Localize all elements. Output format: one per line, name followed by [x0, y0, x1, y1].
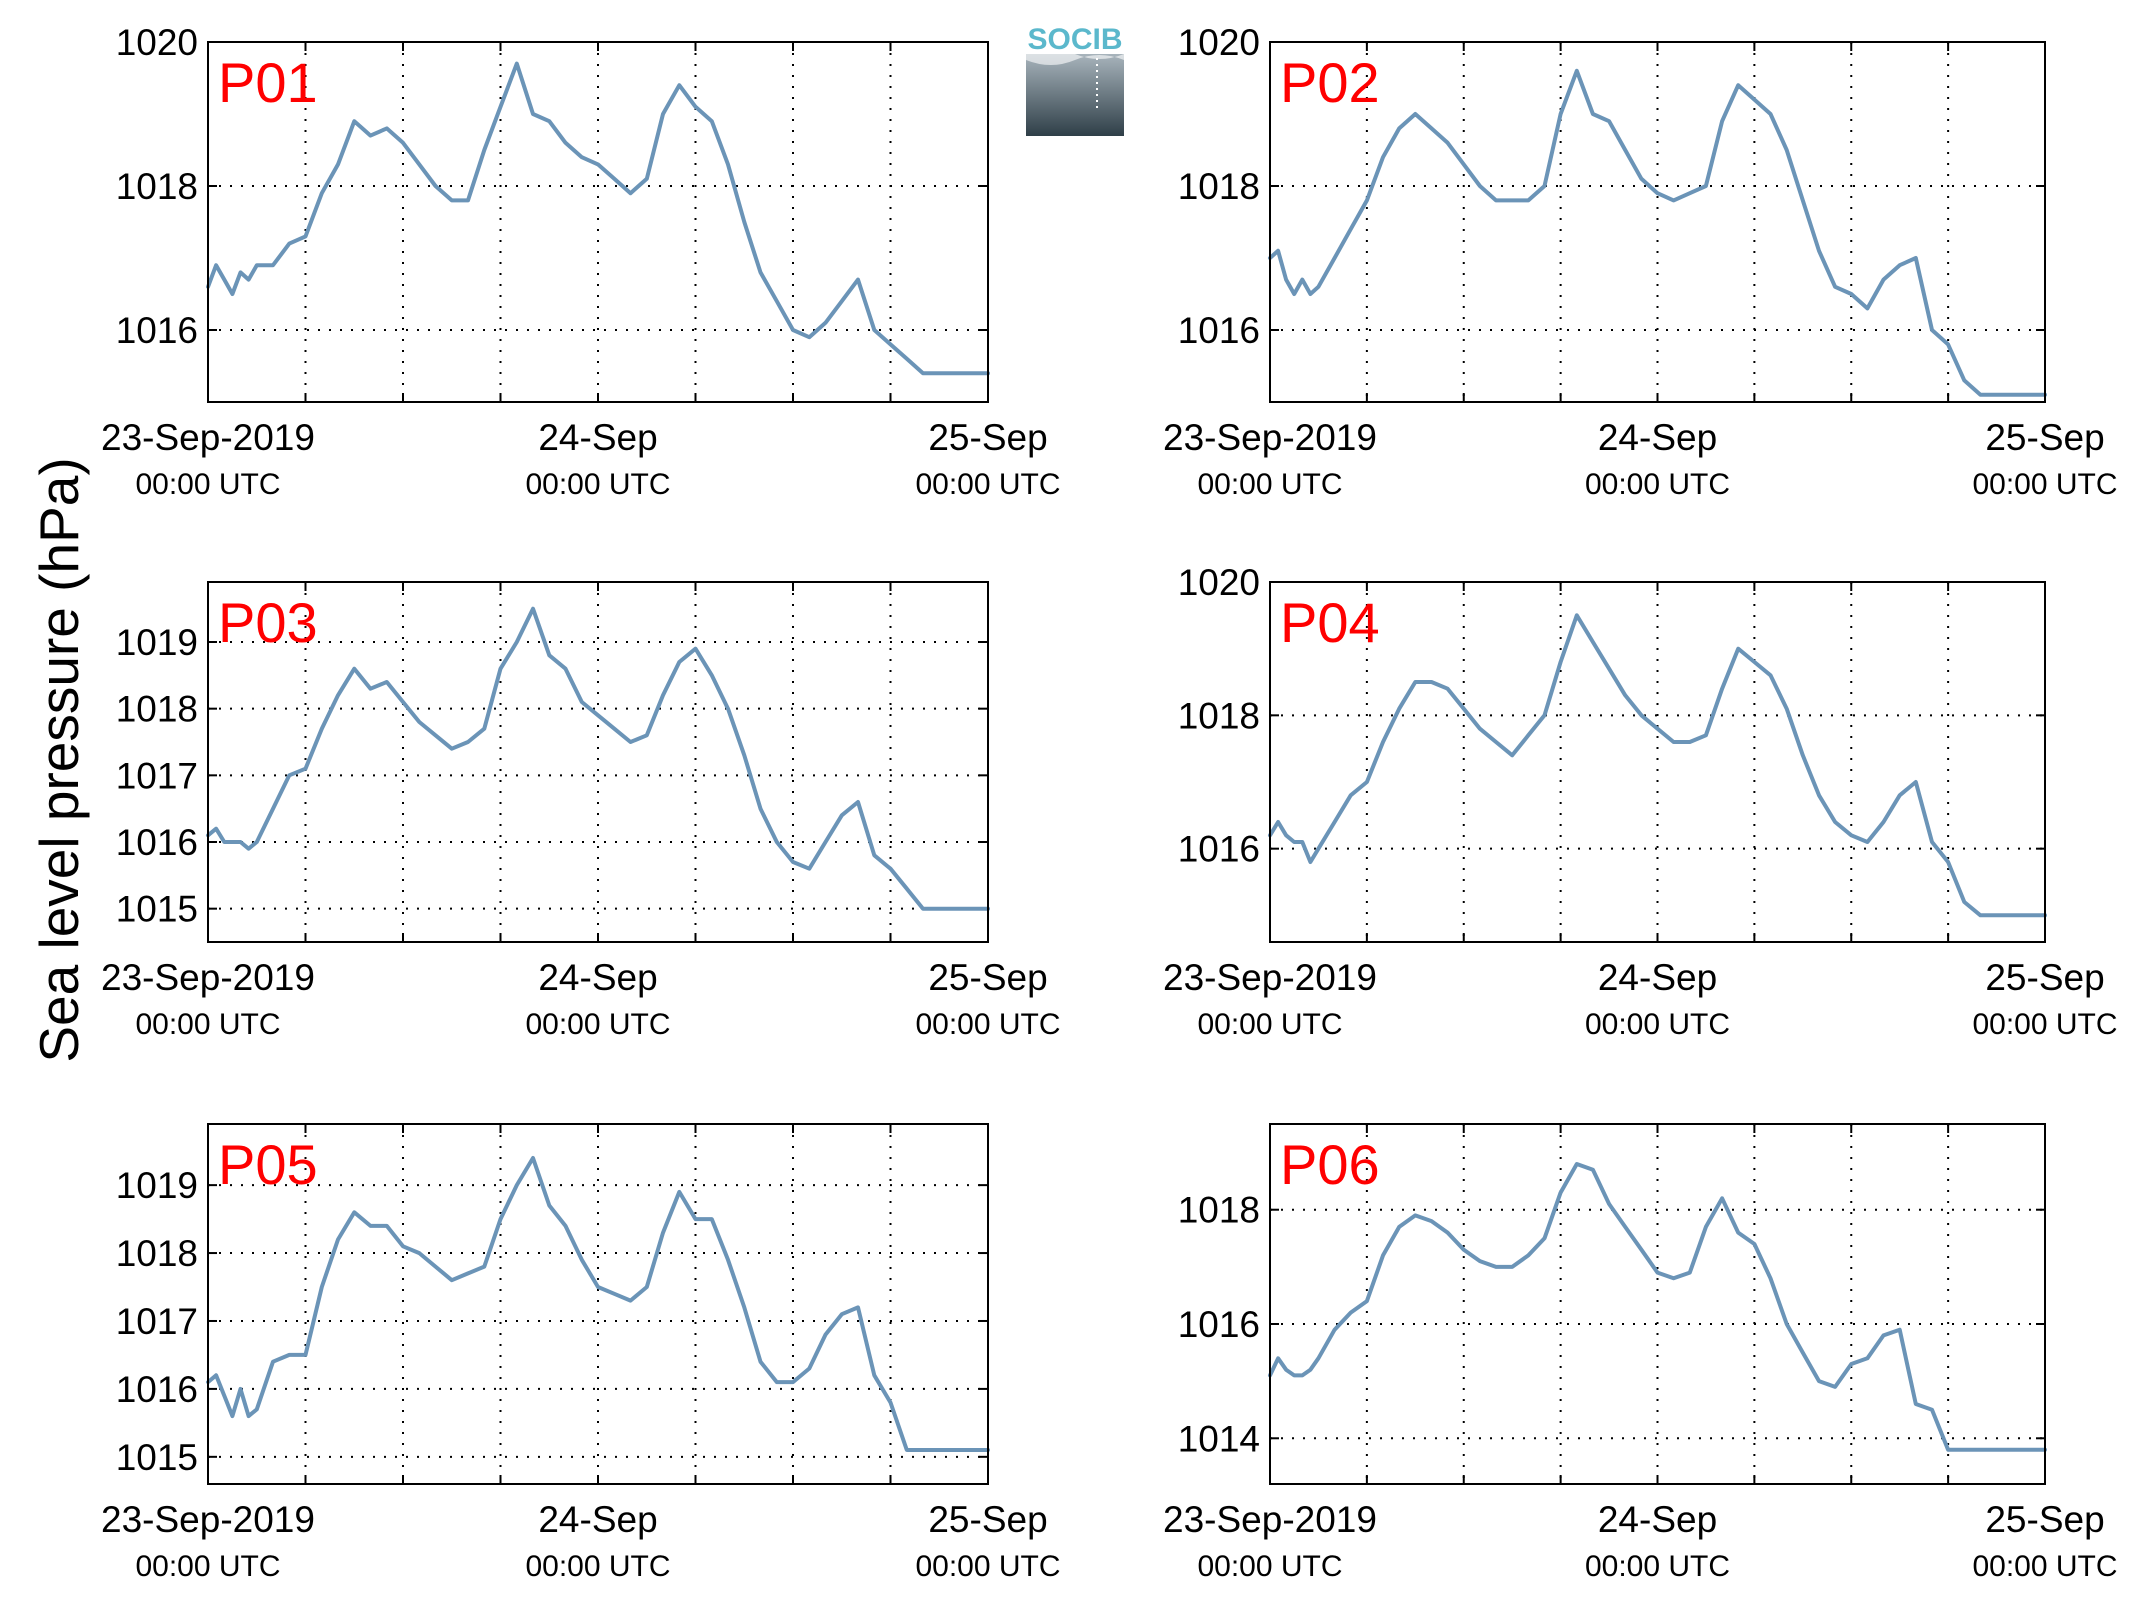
chart-panel-p02: 1016 1018 1020 23-Sep-2019 00:00 UTC 24-Sep 00… — [1163, 22, 2118, 501]
panel-label: P05 — [218, 1133, 318, 1196]
x-tick-label-date: 23-Sep-2019 — [1163, 1499, 1377, 1540]
plot-frame — [1269, 41, 2046, 403]
x-tick-label-time: 00:00 UTC — [1972, 1550, 2117, 1583]
x-tick-label-date: 24-Sep — [1598, 1499, 1717, 1540]
panel-label: P04 — [1280, 591, 1380, 654]
x-tick-label-time: 00:00 UTC — [525, 1008, 670, 1041]
y-axis-label: Sea level pressure (hPa) — [28, 457, 90, 1062]
x-tick-label-date: 25-Sep — [928, 1499, 1047, 1540]
chart-panel-p06: 1014 1016 1018 23-Sep-2019 00:00 UTC 24-Sep 00… — [1163, 1123, 2118, 1583]
x-tick-label-time: 00:00 UTC — [1585, 468, 1730, 501]
y-tick-label: 1020 — [116, 22, 198, 63]
y-tick-label: 1018 — [116, 689, 198, 730]
x-tick-label-time: 00:00 UTC — [915, 1008, 1060, 1041]
y-tick-label: 1016 — [1178, 310, 1260, 351]
series-line-p02 — [1268, 68, 2047, 397]
series-line-p04 — [1268, 613, 2047, 918]
chart-panel-p03: 1015 1016 1017 1018 1019 23-Sep-2019 00:00 UTC… — [101, 581, 1061, 1041]
y-tick-label: 1019 — [116, 622, 198, 663]
y-tick-label: 1018 — [116, 1233, 198, 1274]
x-tick-label-time: 00:00 UTC — [135, 1008, 280, 1041]
chart-panel-p01: 1016 1018 1020 23-Sep-2019 00:00 UTC 24-Sep 00… — [101, 22, 1061, 501]
x-tick-label-date: 23-Sep-2019 — [1163, 417, 1377, 458]
plot-frame — [207, 41, 989, 403]
y-tick-label: 1016 — [116, 1369, 198, 1410]
logo-block — [1026, 54, 1124, 136]
panel-label: P01 — [218, 51, 318, 114]
x-tick-label-time: 00:00 UTC — [915, 468, 1060, 501]
panel-label: P02 — [1280, 51, 1380, 114]
x-tick-label-date: 23-Sep-2019 — [101, 1499, 315, 1540]
series-line-p03 — [206, 606, 990, 911]
plot-frame — [207, 1123, 989, 1485]
chart-panel-p05: 1015 1016 1017 1018 1019 23-Sep-2019 00:00 UTC… — [101, 1123, 1061, 1583]
chart-panel-p04: 1016 1018 1020 23-Sep-2019 00:00 UTC 24-Sep 00… — [1163, 562, 2118, 1041]
y-tick-label: 1016 — [116, 822, 198, 863]
x-tick-label-time: 00:00 UTC — [525, 1550, 670, 1583]
y-tick-label: 1018 — [1178, 1190, 1260, 1231]
x-tick-label-date: 24-Sep — [1598, 957, 1717, 998]
y-tick-label: 1017 — [116, 1301, 198, 1342]
y-tick-label: 1020 — [1178, 22, 1260, 63]
x-tick-label-date: 25-Sep — [1985, 417, 2104, 458]
x-tick-label-time: 00:00 UTC — [1197, 1550, 1342, 1583]
x-tick-label-time: 00:00 UTC — [915, 1550, 1060, 1583]
x-tick-label-time: 00:00 UTC — [1197, 468, 1342, 501]
y-tick-label: 1018 — [1178, 166, 1260, 207]
x-tick-label-date: 24-Sep — [538, 417, 657, 458]
y-tick-label: 1019 — [116, 1165, 198, 1206]
x-tick-label-time: 00:00 UTC — [525, 468, 670, 501]
plot-frame — [1269, 581, 2046, 943]
y-tick-label: 1016 — [1178, 829, 1260, 870]
socib-logo: SOCIB — [1026, 23, 1124, 136]
plot-frame — [207, 581, 989, 943]
x-tick-label-time: 00:00 UTC — [1585, 1008, 1730, 1041]
x-tick-label-date: 25-Sep — [1985, 1499, 2104, 1540]
x-tick-label-date: 23-Sep-2019 — [101, 957, 315, 998]
y-tick-label: 1016 — [1178, 1304, 1260, 1345]
x-tick-label-time: 00:00 UTC — [1972, 1008, 2117, 1041]
panel-label: P03 — [218, 591, 318, 654]
x-tick-label-time: 00:00 UTC — [1197, 1008, 1342, 1041]
x-tick-label-time: 00:00 UTC — [135, 1550, 280, 1583]
x-tick-label-date: 25-Sep — [1985, 957, 2104, 998]
panel-label: P06 — [1280, 1133, 1380, 1196]
y-tick-label: 1018 — [116, 166, 198, 207]
x-tick-label-time: 00:00 UTC — [1585, 1550, 1730, 1583]
series-line-p06 — [1268, 1162, 2047, 1452]
x-tick-label-date: 24-Sep — [538, 1499, 657, 1540]
series-line-p01 — [206, 61, 990, 376]
x-tick-label-date: 23-Sep-2019 — [101, 417, 315, 458]
logo-wave — [1026, 49, 1124, 65]
x-tick-label-date: 24-Sep — [1598, 417, 1717, 458]
y-tick-label: 1015 — [116, 889, 198, 930]
y-tick-label: 1020 — [1178, 562, 1260, 603]
x-tick-label-date: 24-Sep — [538, 957, 657, 998]
y-tick-label: 1018 — [1178, 695, 1260, 736]
y-tick-label: 1014 — [1178, 1418, 1260, 1459]
logo-text: SOCIB — [1027, 23, 1122, 56]
x-tick-label-date: 25-Sep — [928, 417, 1047, 458]
y-tick-label: 1016 — [116, 310, 198, 351]
x-tick-label-date: 23-Sep-2019 — [1163, 957, 1377, 998]
x-tick-label-date: 25-Sep — [928, 957, 1047, 998]
plot-frame — [1269, 1123, 2046, 1485]
y-tick-label: 1015 — [116, 1437, 198, 1478]
series-line-p05 — [206, 1156, 990, 1452]
x-tick-label-time: 00:00 UTC — [135, 468, 280, 501]
y-tick-label: 1017 — [116, 755, 198, 796]
x-tick-label-time: 00:00 UTC — [1972, 468, 2117, 501]
